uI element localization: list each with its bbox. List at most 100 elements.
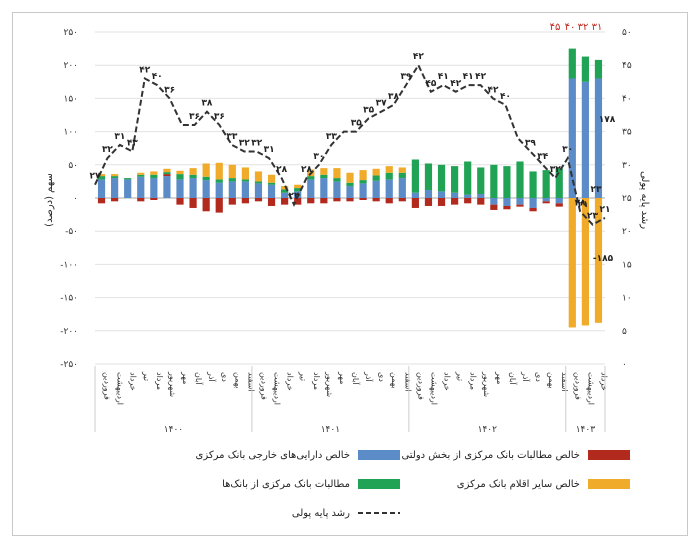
bar-segment <box>529 171 537 198</box>
bar-segment <box>215 182 223 198</box>
line-data-label: ۳۷ <box>376 99 387 109</box>
bar-segment <box>267 182 276 185</box>
bar-segment <box>451 192 459 198</box>
bar-segment <box>503 166 511 198</box>
bar-segment <box>568 48 576 79</box>
line-data-label: ۴۱ <box>438 72 449 82</box>
category-label: اسفند <box>560 372 569 392</box>
right-tick-label: ۴۰ <box>622 94 632 104</box>
right-tick-label: ۴۵ <box>622 61 632 71</box>
bar-segment <box>424 198 433 206</box>
bar-segment <box>568 198 576 328</box>
stack-top-label: ۴۵ <box>550 22 561 33</box>
category-label: خرداد <box>600 372 609 391</box>
bar-segment <box>398 167 406 173</box>
line-data-label: ۳۲ <box>550 165 561 175</box>
line-data-label: ۴۲ <box>139 65 150 75</box>
right-tick-label: ۰ <box>622 360 627 370</box>
category-label: شهریور <box>482 371 491 397</box>
bar-segment <box>385 172 393 180</box>
line-data-label: ۳۳ <box>326 132 337 142</box>
legend-label: مطالبات بانک مرکزی از بانک‌ها <box>222 479 350 490</box>
bar-segment <box>150 198 158 200</box>
bar-segment <box>124 179 132 198</box>
bar-segment <box>372 168 380 176</box>
category-label: فروردین <box>103 372 112 400</box>
bar-segment <box>202 176 210 181</box>
line-data-label: ۳۹ <box>525 139 536 149</box>
right-tick-label: ۱۰ <box>622 294 632 304</box>
category-label: بهمن <box>233 372 242 389</box>
bar-segment <box>333 168 341 179</box>
line-data-label: ۳۶ <box>189 112 200 122</box>
bar-segment <box>516 204 524 207</box>
category-label: اسفند <box>403 372 412 392</box>
bar-segment <box>163 176 171 198</box>
line-data-label: ۲۸ <box>301 165 312 175</box>
bar-segment <box>359 170 367 181</box>
year-label: ۱۴۰۰ <box>164 425 183 435</box>
category-label: دی <box>377 372 386 382</box>
bar-segment <box>555 203 563 207</box>
bar-segment <box>241 167 249 180</box>
bar-segment <box>215 179 223 183</box>
bar-segment <box>202 180 210 198</box>
bar-segment <box>477 194 485 198</box>
bar-segment <box>228 181 236 198</box>
category-label: تیر <box>299 371 308 381</box>
bar-segment <box>594 59 603 79</box>
category-label: اردیبهشت <box>116 372 125 405</box>
category-label: مرداد <box>469 372 478 390</box>
bar-segment <box>215 162 223 180</box>
bar-segment <box>359 180 367 184</box>
line-data-label: ۲۸ <box>575 198 586 208</box>
bar-segment <box>516 198 524 205</box>
bar-segment <box>555 198 563 204</box>
stacked-bars <box>97 48 603 328</box>
stack-top-label: ۳۲ <box>578 22 589 33</box>
bar-segment <box>437 164 446 192</box>
category-label: اردیبهشت <box>273 372 282 405</box>
axis-ticks: ۲۵۰۲۰۰۱۵۰۱۰۰۵۰۰-۵۰-۱۰۰-۱۵۰-۲۰۰-۲۵۰۵۰۴۵۴۰… <box>60 28 632 370</box>
bar-segment <box>97 176 106 180</box>
bar-segment <box>451 198 459 205</box>
bar-segment <box>516 161 524 198</box>
bar-segment <box>228 178 236 182</box>
bar-segment <box>372 180 380 198</box>
bar-segment <box>568 78 576 198</box>
bar-segment <box>163 174 171 177</box>
bar-segment <box>437 191 446 198</box>
line-data-label: ۲۴ <box>289 192 300 202</box>
left-tick-label: -۲۵۰ <box>60 360 78 370</box>
bar-segment <box>294 198 302 205</box>
line-data-label: ۳۳ <box>226 132 237 142</box>
category-label: خرداد <box>443 372 452 391</box>
left-tick-label: ۰ <box>73 194 78 204</box>
line-data-label: ۳۶ <box>214 112 225 122</box>
line-data-label: ۳۰ <box>562 145 573 155</box>
category-label: آبان <box>351 372 361 386</box>
category-label: فروردین <box>573 372 582 400</box>
left-tick-label: ۵۰ <box>68 161 78 171</box>
bar-segment <box>424 163 433 191</box>
line-data-label: ۳۴ <box>537 152 548 162</box>
category-label: مهر <box>181 371 190 384</box>
bar-segment <box>503 198 511 206</box>
bar-segment <box>555 168 563 198</box>
stack-top-label: ۴۰ <box>565 22 576 33</box>
y-axis-left-label: سهم (درصد) <box>44 173 55 227</box>
left-tick-label: ۲۵۰ <box>63 28 78 38</box>
bar-segment <box>189 168 197 175</box>
left-tick-label: -۵۰ <box>65 227 78 237</box>
line-data-label: ۳۱ <box>264 145 275 155</box>
category-label: تیر <box>142 371 151 381</box>
category-label: شهریور <box>325 371 334 397</box>
category-label: شهریور <box>168 371 177 397</box>
bar-segment <box>529 198 537 208</box>
category-label: اسفند <box>246 372 255 392</box>
bar-segment <box>111 178 119 198</box>
bar-segment <box>542 198 550 202</box>
line-data-label: ۲۱ <box>600 205 611 215</box>
category-label: اردیبهشت <box>430 372 439 405</box>
